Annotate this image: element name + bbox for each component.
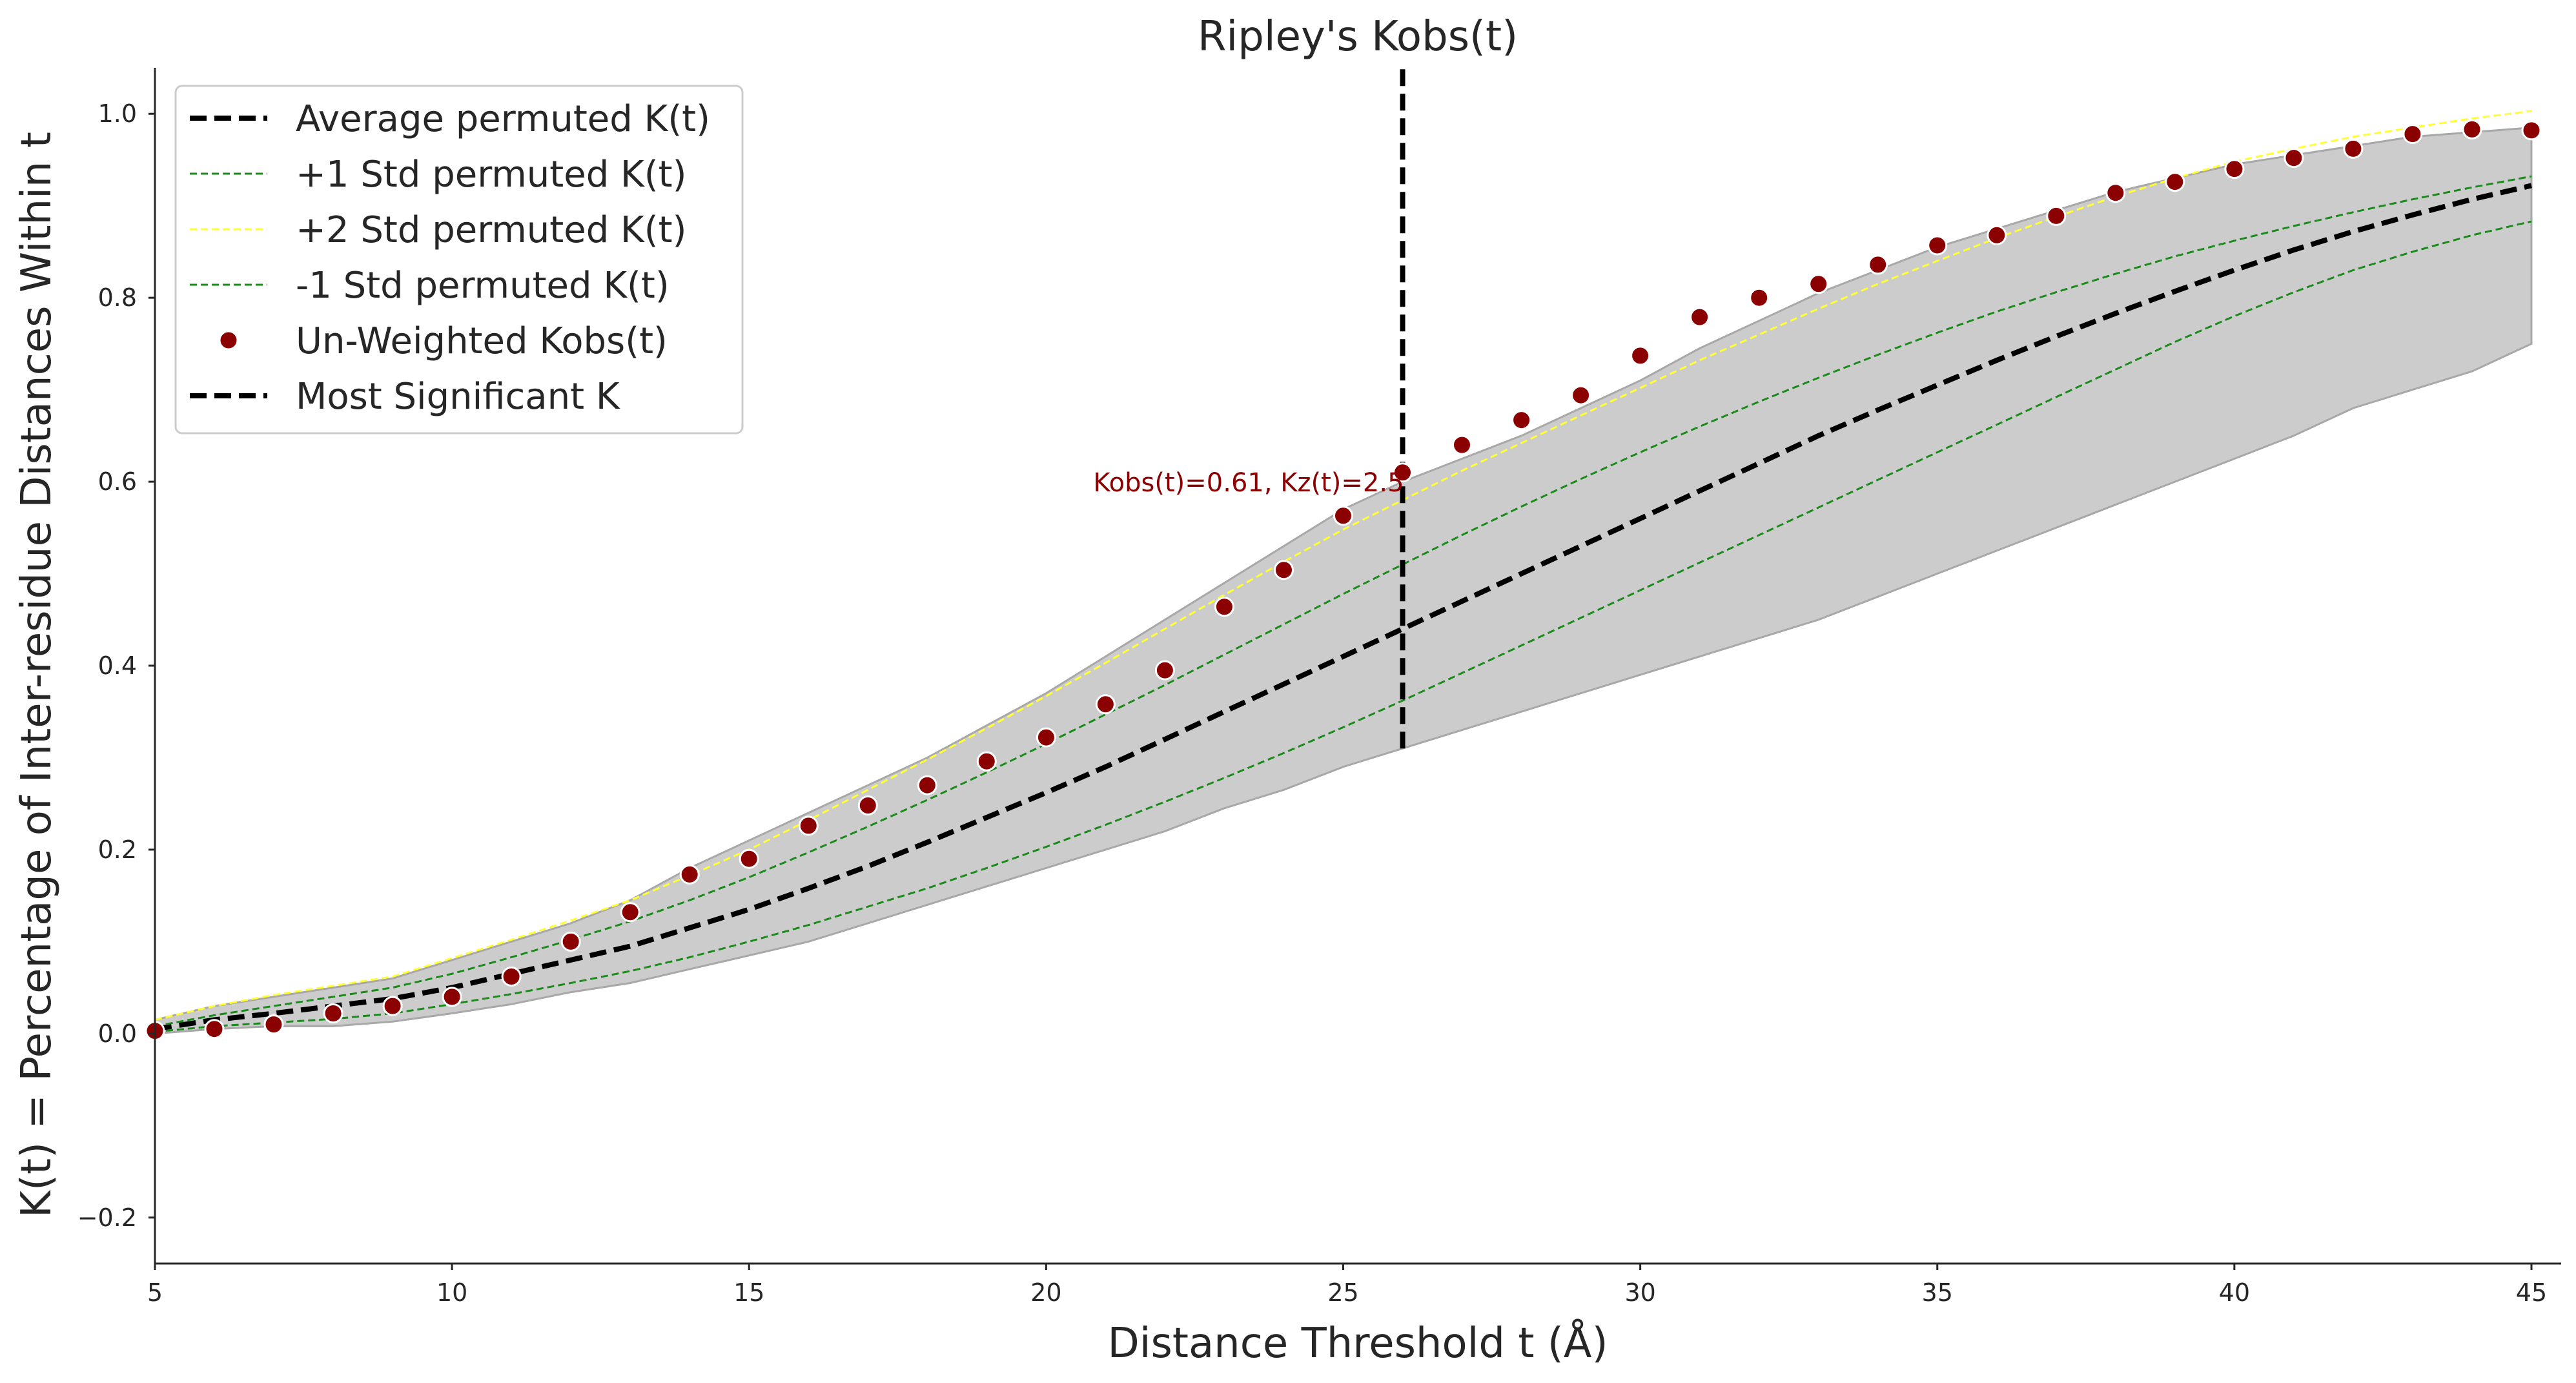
x-tick-label: 15 — [733, 1278, 764, 1307]
kobs-point — [857, 795, 878, 815]
x-tick-label: 30 — [1624, 1278, 1655, 1307]
y-tick-label: −0.2 — [77, 1204, 137, 1232]
kobs-point — [1749, 287, 1770, 308]
kobs-point — [382, 996, 403, 1016]
kobs-point — [2224, 159, 2245, 179]
y-tick-label: 0.0 — [98, 1019, 137, 1048]
kobs-point — [2402, 124, 2423, 145]
y-tick-label: 0.2 — [98, 835, 137, 864]
kobs-point — [1452, 435, 1472, 455]
legend-swatch-4 — [218, 330, 239, 351]
kobs-point — [1868, 254, 1888, 275]
kobs-point — [1214, 597, 1234, 617]
series-line-2 — [154, 110, 2532, 1021]
annotation-label: Kobs(t)=0.61, Kz(t)=2.5 — [1093, 468, 1404, 498]
kobs-point — [2046, 205, 2067, 226]
legend-label-2: +2 Std permuted K(t) — [296, 209, 686, 251]
kobs-point — [2462, 119, 2482, 139]
legend-label-5: Most Significant K — [296, 376, 620, 418]
series-line-0 — [154, 183, 2532, 1032]
axes: 5 10 15 20 25 30 35 40 45 −0.2 0.0 0.2 0.4 0.6 0.8 1.0 — [77, 68, 2561, 1307]
y-tick-label: 1.0 — [98, 99, 137, 128]
kobs-point — [2521, 120, 2542, 141]
legend-label-1: +1 Std permuted K(t) — [296, 154, 686, 196]
kobs-point — [263, 1014, 284, 1035]
x-tick-label: 20 — [1030, 1278, 1061, 1307]
kobs-point — [739, 848, 759, 869]
y-axis-label: K(t) = Percentage of Inter-residue Dista… — [13, 132, 61, 1218]
kobs-point — [2343, 138, 2364, 159]
legend: Average permuted K(t) +1 Std permuted K(t… — [174, 85, 744, 435]
legend-label-3: -1 Std permuted K(t) — [296, 265, 670, 307]
kobs-point — [1274, 560, 1294, 580]
plot-area: Kobs(t)=0.61, Kz(t)=2.5 — [145, 68, 2542, 1041]
x-axis-label: Distance Threshold t (Å) — [1107, 1318, 1608, 1368]
y-tick-label: 0.4 — [98, 651, 137, 680]
kobs-point — [1690, 307, 1710, 327]
kobs-point — [798, 815, 819, 836]
kobs-point — [2165, 172, 2185, 192]
kobs-point — [1630, 345, 1651, 366]
kobs-point — [2105, 183, 2126, 203]
kobs-point — [560, 931, 581, 952]
kobs-point — [2284, 148, 2304, 169]
kobs-point — [501, 967, 522, 987]
kobs-point — [1808, 274, 1829, 294]
y-tick-label: 0.6 — [98, 467, 137, 496]
series-line-3 — [154, 220, 2532, 1033]
kobs-point — [1154, 660, 1175, 681]
kobs-point — [1571, 385, 1591, 405]
legend-label-4: Un-Weighted Kobs(t) — [296, 320, 668, 362]
x-tick-label: 5 — [147, 1278, 163, 1307]
chart-title: Ripley's Kobs(t) — [1198, 13, 1518, 61]
x-tick-label: 45 — [2516, 1278, 2547, 1307]
kobs-point — [620, 902, 640, 923]
x-tick-label: 40 — [2219, 1278, 2250, 1307]
kobs-point — [976, 751, 997, 772]
x-tick-label: 10 — [436, 1278, 467, 1307]
kobs-point — [442, 987, 462, 1007]
x-tick-label: 35 — [1922, 1278, 1953, 1307]
legend-box — [174, 85, 744, 435]
y-tick-label: 0.8 — [98, 283, 137, 312]
kobs-point — [1511, 410, 1532, 431]
series-line-1 — [154, 175, 2532, 1027]
kobs-point — [204, 1019, 225, 1040]
permutation-band — [154, 126, 2533, 1035]
kobs-point — [917, 775, 937, 795]
kobs-point — [1095, 694, 1116, 715]
kobs-point — [1393, 462, 1413, 483]
legend-label-0: Average permuted K(t) — [296, 98, 710, 140]
x-tick-label: 25 — [1327, 1278, 1358, 1307]
kobs-point — [679, 864, 700, 885]
kobs-point — [1333, 506, 1353, 526]
kobs-point — [1987, 225, 2007, 245]
kobs-point — [323, 1003, 343, 1023]
kobs-point — [1927, 235, 1948, 256]
kobs-point — [1036, 727, 1056, 748]
